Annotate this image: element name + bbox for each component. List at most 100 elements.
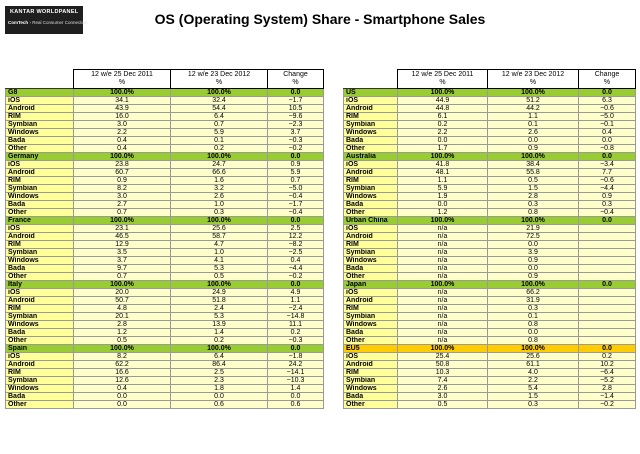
share-2011: 16.6	[73, 368, 171, 377]
os-share-row: Symbian 20.1 5.3 −14.8	[5, 312, 324, 321]
share-2012: 0.8	[487, 336, 579, 345]
share-2012: 21.9	[487, 224, 579, 233]
region-total-2011: 100.0%	[73, 88, 171, 97]
os-share-row: Other n/a 0.8	[343, 336, 636, 345]
share-change: 0.9	[267, 160, 324, 169]
share-2012: 0.1	[487, 120, 579, 129]
os-name: Other	[343, 400, 398, 409]
region-name: France	[5, 216, 74, 225]
share-2011: 0.4	[73, 136, 171, 145]
share-2012: 0.2	[170, 336, 268, 345]
os-share-row: iOS n/a 21.9	[343, 224, 636, 233]
share-2011: 23.1	[73, 224, 171, 233]
region-total-change: 0.0	[578, 280, 636, 289]
share-change: −5.0	[267, 184, 324, 193]
os-name: Windows	[343, 256, 398, 265]
share-2012: 38.4	[487, 160, 579, 169]
share-2011: n/a	[397, 288, 488, 297]
share-change: 5.9	[267, 168, 324, 177]
share-2011: 0.0	[397, 200, 488, 209]
share-change	[578, 328, 636, 337]
logo-tagline: ComTech › Real Consumer Connection	[8, 20, 88, 25]
share-change: −2.5	[267, 248, 324, 257]
share-2012: 2.2	[487, 376, 579, 385]
share-change: −0.8	[578, 144, 636, 153]
os-name: Other	[343, 272, 398, 281]
column-header-2011: 12 w/e 25 Dec 2011%	[397, 69, 488, 89]
share-change: −14.8	[267, 312, 324, 321]
share-change: 4.9	[267, 288, 324, 297]
share-2012: 0.1	[170, 136, 268, 145]
share-2012: 0.3	[487, 200, 579, 209]
share-2011: 48.1	[397, 168, 488, 177]
share-2011: 8.2	[73, 184, 171, 193]
os-name: Other	[343, 144, 398, 153]
os-name: Bada	[343, 136, 398, 145]
os-name: Bada	[5, 200, 74, 209]
region-total-2012: 100.0%	[487, 152, 579, 161]
share-2011: 3.0	[73, 120, 171, 129]
share-change	[578, 304, 636, 313]
os-share-row: RIM 16.6 2.5 −14.1	[5, 368, 324, 377]
os-name: Bada	[5, 264, 74, 273]
share-change: 0.0	[267, 392, 324, 401]
os-share-row: Symbian 5.9 1.5 −4.4	[343, 184, 636, 193]
os-name: RIM	[343, 176, 398, 185]
share-2011: 0.7	[73, 208, 171, 217]
share-2012: 31.9	[487, 296, 579, 305]
share-change: −4.4	[578, 184, 636, 193]
share-2011: n/a	[397, 232, 488, 241]
share-2012: 25.6	[170, 224, 268, 233]
os-name: iOS	[5, 288, 74, 297]
os-name: Windows	[343, 320, 398, 329]
share-change: −0.4	[578, 208, 636, 217]
os-name: iOS	[343, 288, 398, 297]
share-change: −0.1	[578, 120, 636, 129]
share-change: 0.4	[578, 128, 636, 137]
share-2012: 13.9	[170, 320, 268, 329]
share-change: 10.5	[267, 104, 324, 113]
share-change: −0.3	[267, 136, 324, 145]
os-name: RIM	[343, 112, 398, 121]
share-2011: 1.1	[397, 176, 488, 185]
region-total-2011: 100.0%	[73, 216, 171, 225]
share-2011: 12.6	[73, 376, 171, 385]
os-share-row: Android 60.7 66.6 5.9	[5, 168, 324, 177]
share-2012: 51.8	[170, 296, 268, 305]
share-2011: 43.9	[73, 104, 171, 113]
share-2011: n/a	[397, 304, 488, 313]
share-change: −14.1	[267, 368, 324, 377]
share-2012: 0.0	[487, 328, 579, 337]
column-header-change: Change%	[578, 69, 636, 89]
region-total-2012: 100.0%	[170, 88, 268, 97]
share-2011: 0.0	[397, 136, 488, 145]
os-share-row: Windows 2.2 2.6 0.4	[343, 128, 636, 137]
share-2012: 0.6	[170, 400, 268, 409]
share-change: −0.4	[267, 208, 324, 217]
region-total-change: 0.0	[578, 344, 636, 353]
os-name: RIM	[343, 304, 398, 313]
os-name: Symbian	[5, 120, 74, 129]
header-blank	[344, 70, 398, 89]
os-name: Windows	[5, 384, 74, 393]
share-2011: 10.3	[397, 368, 488, 377]
os-share-row: iOS 8.2 6.4 −1.8	[5, 352, 324, 361]
region-total-2012: 100.0%	[487, 216, 579, 225]
os-share-row: Android n/a 72.5	[343, 232, 636, 241]
share-2012: 5.3	[170, 264, 268, 273]
share-2012: 0.9	[487, 256, 579, 265]
os-share-row: RIM 4.8 2.4 −2.4	[5, 304, 324, 313]
os-name: Other	[5, 208, 74, 217]
region-name: Italy	[5, 280, 74, 289]
os-name: Symbian	[343, 248, 398, 257]
share-change: −1.4	[578, 392, 636, 401]
share-2012: 1.1	[487, 112, 579, 121]
share-2012: 0.2	[170, 144, 268, 153]
share-change: −1.8	[267, 352, 324, 361]
share-2012: 0.0	[487, 264, 579, 273]
region-header-row: Japan 100.0% 100.0% 0.0	[343, 280, 636, 289]
logo-brand: KANTAR WORLDPANEL	[10, 9, 79, 15]
share-change	[578, 336, 636, 345]
region-total-2012: 100.0%	[170, 344, 268, 353]
share-change: −0.6	[578, 104, 636, 113]
